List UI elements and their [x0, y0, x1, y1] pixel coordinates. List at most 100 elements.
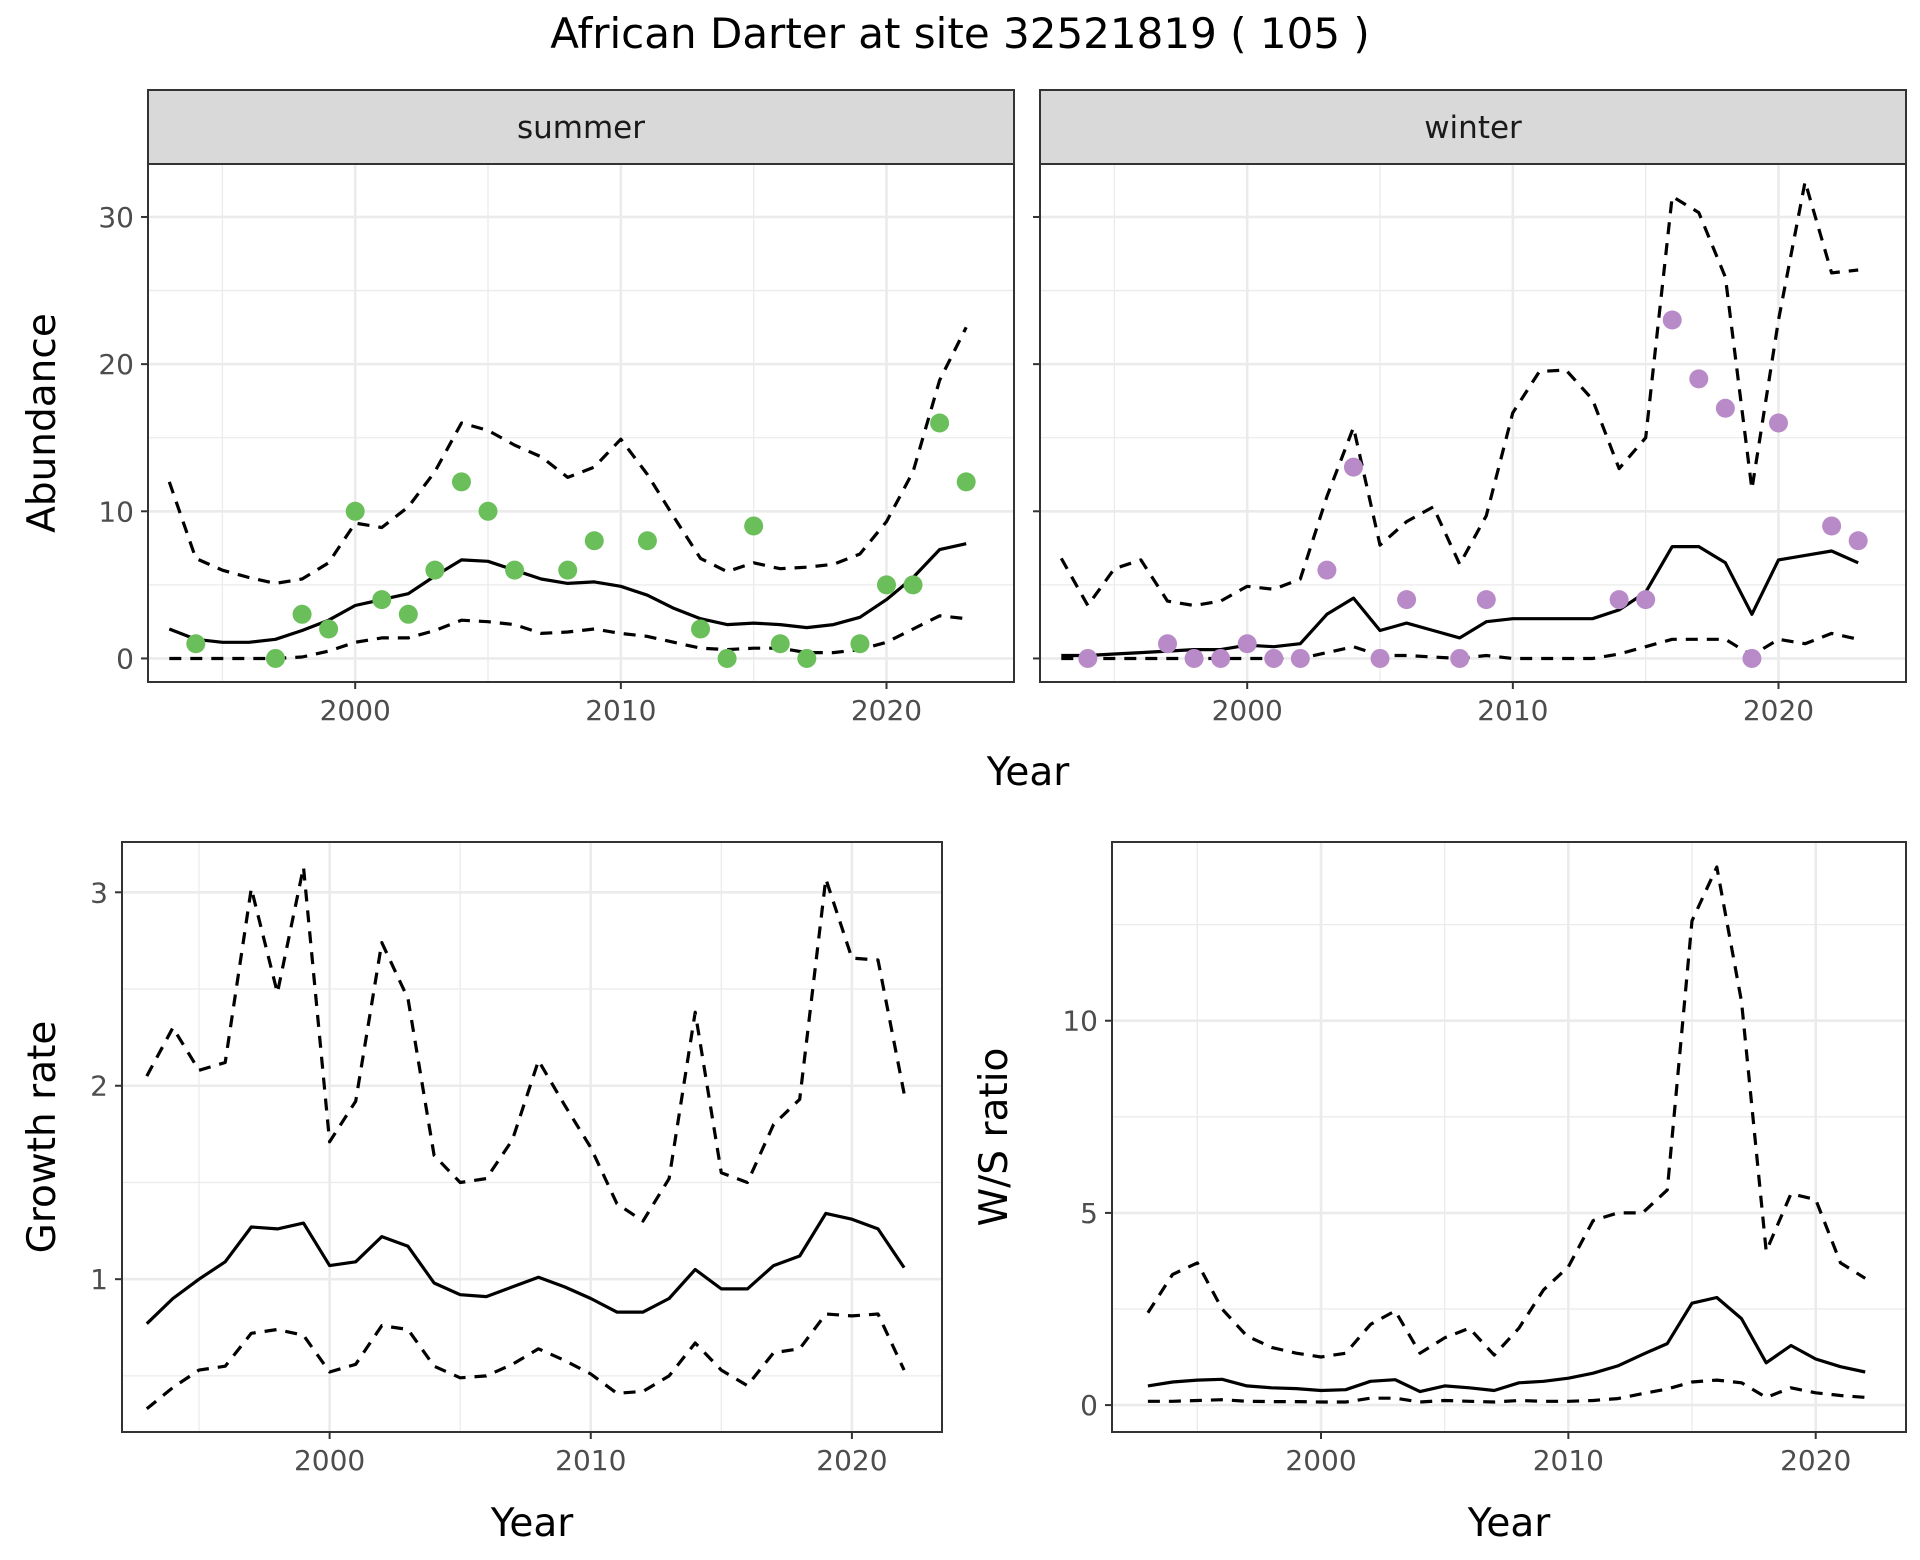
- data-point: [1290, 648, 1310, 668]
- data-point: [797, 648, 817, 668]
- x-tick-label: 2010: [1533, 1444, 1604, 1477]
- panel-background: [148, 164, 1014, 682]
- data-point: [850, 634, 870, 654]
- data-point: [1397, 590, 1417, 610]
- x-tick-label: 2000: [1212, 694, 1283, 727]
- data-point: [1822, 516, 1842, 536]
- data-point: [558, 560, 578, 580]
- gridlines: [1040, 164, 1906, 682]
- observed-points: [1078, 310, 1868, 668]
- y-tick-label: 0: [116, 642, 134, 675]
- panel-border: [121, 841, 943, 1433]
- panel-growth-rate: 2000 2010 2020 1 2 3 Growth rate Year: [20, 841, 943, 1546]
- panel-abundance-winter: winter 2000 2010 2020: [1033, 89, 1907, 727]
- data-point: [478, 501, 498, 521]
- data-point: [876, 575, 896, 595]
- data-point: [1609, 590, 1629, 610]
- series-line-mean: [1147, 1295, 1866, 1394]
- data-point: [584, 531, 604, 551]
- abundance-x-axis-title: Year: [986, 750, 1071, 795]
- x-axis-title: Year: [1467, 1501, 1552, 1546]
- data-point: [1450, 648, 1470, 668]
- data-point: [744, 516, 764, 536]
- data-point: [691, 619, 711, 639]
- series-line-mean: [168, 542, 967, 644]
- facet-strip: [1039, 89, 1907, 165]
- data-point: [398, 604, 418, 624]
- data-point: [372, 590, 392, 610]
- data-point: [1343, 457, 1363, 477]
- data-point: [717, 648, 737, 668]
- x-tick-label: 2020: [1743, 694, 1814, 727]
- y-tick-label: 3: [90, 876, 108, 909]
- data-point: [1742, 648, 1762, 668]
- series-line-mean: [145, 1211, 906, 1325]
- observed-points: [186, 413, 976, 668]
- data-point: [1184, 648, 1204, 668]
- data-point: [1158, 634, 1178, 654]
- facet-strip: [147, 89, 1015, 165]
- data-point: [451, 472, 471, 492]
- y-tick-label: 20: [98, 348, 134, 381]
- data-point: [1211, 648, 1231, 668]
- data-point: [505, 560, 525, 580]
- x-tick-label: 2000: [1285, 1444, 1356, 1477]
- data-point: [1078, 648, 1098, 668]
- data-point: [425, 560, 445, 580]
- x-tick-label: 2010: [1477, 694, 1548, 727]
- x-tick-label: 2000: [294, 1444, 365, 1477]
- data-point: [770, 634, 790, 654]
- panel-abundance-summer: summer 2000 2010 2020 0 10 20 30 Abundance: [20, 89, 1015, 727]
- data-point: [319, 619, 339, 639]
- data-point: [1662, 310, 1682, 330]
- series-line-lower: [169, 614, 967, 661]
- data-point: [1768, 413, 1788, 433]
- y-tick-label: 2: [90, 1070, 108, 1103]
- data-point: [186, 634, 206, 654]
- data-point: [1264, 648, 1284, 668]
- y-axis-title: Growth rate: [20, 1021, 65, 1254]
- panel-background: [122, 842, 942, 1432]
- panel-background: [1112, 842, 1906, 1432]
- y-tick-label: 10: [1062, 1005, 1098, 1038]
- series-line-lower: [1147, 1378, 1866, 1404]
- y-tick-label: 10: [98, 495, 134, 528]
- y-tick-label: 0: [1080, 1389, 1098, 1422]
- facet-strip-label: winter: [1424, 110, 1522, 146]
- series-line-lower: [145, 1312, 906, 1411]
- series-line-upper: [1146, 865, 1867, 1359]
- data-point: [956, 472, 976, 492]
- data-point: [292, 604, 312, 624]
- panel-border: [1111, 841, 1907, 1433]
- data-point: [1370, 648, 1390, 668]
- y-tick-label: 30: [98, 201, 134, 234]
- data-point: [1237, 634, 1257, 654]
- data-point: [1715, 398, 1735, 418]
- data-point: [1476, 590, 1496, 610]
- series-line-upper: [167, 326, 968, 585]
- x-tick-label: 2020: [851, 694, 922, 727]
- x-tick-label: 2000: [320, 694, 391, 727]
- data-point: [266, 648, 286, 668]
- data-point: [637, 531, 657, 551]
- gridlines: [1112, 842, 1906, 1432]
- y-tick-label: 1: [90, 1263, 108, 1296]
- data-point: [1636, 590, 1656, 610]
- y-axis-title: Abundance: [20, 313, 65, 533]
- x-axis-title: Year: [490, 1501, 575, 1546]
- data-point: [1848, 531, 1868, 551]
- y-axis-title: W/S ratio: [972, 1048, 1017, 1227]
- data-point: [903, 575, 923, 595]
- x-tick-label: 2020: [816, 1444, 887, 1477]
- data-point: [930, 413, 950, 433]
- figure-title: African Darter at site 32521819 ( 105 ): [550, 9, 1370, 58]
- data-point: [1689, 369, 1709, 389]
- x-tick-label: 2010: [585, 694, 656, 727]
- panel-ws-ratio: 2000 2010 2020 0 5 10 W/S ratio Year: [972, 841, 1907, 1546]
- x-tick-label: 2020: [1780, 1444, 1851, 1477]
- y-tick-label: 5: [1080, 1197, 1098, 1230]
- data-point: [1317, 560, 1337, 580]
- data-point: [345, 501, 365, 521]
- x-tick-label: 2010: [555, 1444, 626, 1477]
